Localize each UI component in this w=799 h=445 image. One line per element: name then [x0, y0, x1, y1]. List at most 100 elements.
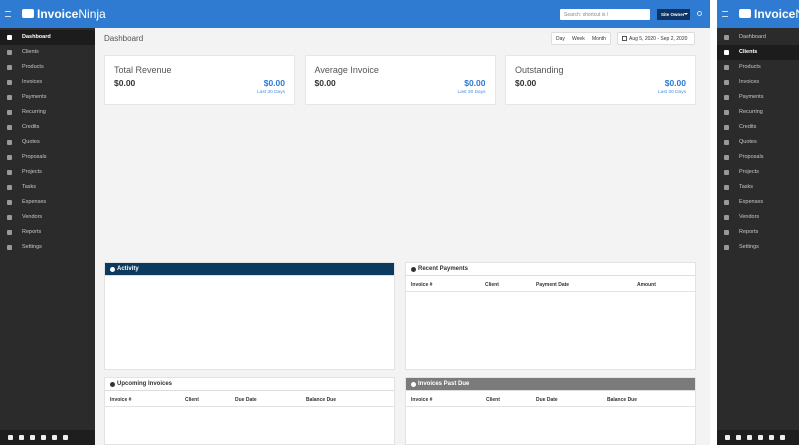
icon	[724, 95, 729, 100]
search-input[interactable]: Search: shortcut is /	[560, 9, 650, 20]
icon	[622, 36, 627, 41]
icon	[724, 155, 729, 160]
icon	[724, 125, 729, 130]
icon	[22, 9, 34, 18]
range-button[interactable]: Day	[556, 36, 565, 42]
column-header: Client	[485, 282, 499, 288]
icon	[7, 110, 12, 115]
icon	[684, 13, 688, 15]
panel-header: Upcoming Invoices	[105, 378, 394, 391]
panel: Upcoming Invoices Invoice # Client Due Date…	[104, 377, 395, 445]
card-period: Last 30 Days	[257, 90, 285, 95]
column-header: Due Date	[235, 397, 257, 403]
icon	[724, 170, 729, 175]
nav-item[interactable]: Payments	[717, 90, 799, 105]
nav-label: Payments	[22, 94, 47, 100]
icon	[7, 125, 12, 130]
icon	[769, 435, 774, 440]
nav-item[interactable]: Clients	[0, 45, 95, 60]
icon	[7, 95, 12, 100]
date-range-button[interactable]: Aug 5, 2020 - Sep 2, 2020	[617, 32, 695, 45]
nav-item[interactable]: Settings	[717, 240, 799, 255]
icon	[724, 65, 729, 70]
nav-item[interactable]: Vendors	[0, 210, 95, 225]
icon	[7, 35, 12, 40]
nav-label: Clients	[22, 49, 39, 55]
nav-item[interactable]: Products	[717, 60, 799, 75]
nav-label: Invoices	[22, 79, 43, 85]
nav-item[interactable]: Projects	[0, 165, 95, 180]
icon	[7, 170, 12, 175]
card-period: Last 30 Days	[457, 90, 486, 95]
nav-item[interactable]: Quotes	[717, 135, 799, 150]
nav-item[interactable]: Invoices	[0, 75, 95, 90]
icon	[724, 230, 729, 235]
card-value-right: $0.00	[464, 78, 486, 88]
nav-item[interactable]: Expenses	[717, 195, 799, 210]
nav-item[interactable]: Expenses	[0, 195, 95, 210]
icon	[724, 80, 729, 85]
nav-item[interactable]: Clients	[717, 45, 799, 60]
icon	[7, 215, 12, 220]
icon	[5, 11, 11, 17]
nav-label: Credits	[739, 124, 757, 130]
nav-label: Quotes	[739, 139, 757, 145]
nav-item[interactable]: Recurring	[717, 105, 799, 120]
nav-item[interactable]: Dashboard	[0, 30, 95, 45]
brand[interactable]: InvoiceNinja	[754, 7, 799, 21]
nav-label: Dashboard	[739, 34, 766, 40]
icon	[8, 435, 13, 440]
icon	[7, 200, 12, 205]
card-value-right: $0.00	[263, 78, 285, 88]
user-menu[interactable]: Site Owner	[657, 9, 690, 20]
nav-item[interactable]: Proposals	[717, 150, 799, 165]
nav-label: Reports	[22, 229, 42, 235]
nav-item[interactable]: Credits	[0, 120, 95, 135]
nav-item[interactable]: Invoices	[717, 75, 799, 90]
panel-title: Activity	[117, 266, 139, 272]
icon	[7, 80, 12, 85]
nav-item[interactable]: Tasks	[0, 180, 95, 195]
nav-item[interactable]: Vendors	[717, 210, 799, 225]
column-header: Invoice #	[110, 397, 132, 403]
nav-item[interactable]: Products	[0, 60, 95, 75]
range-button[interactable]: Week	[572, 36, 585, 42]
icon	[411, 382, 416, 387]
icon	[725, 435, 730, 440]
nav-label: Vendors	[739, 214, 760, 220]
icon	[697, 11, 702, 16]
nav-label: Vendors	[22, 214, 43, 220]
nav-item[interactable]: Payments	[0, 90, 95, 105]
nav-item[interactable]: Recurring	[0, 105, 95, 120]
nav-label: Products	[22, 64, 44, 70]
icon	[30, 435, 35, 440]
column-header: Balance Due	[607, 397, 638, 403]
icon	[411, 267, 416, 272]
nav-item[interactable]: Tasks	[717, 180, 799, 195]
top-bar: InvoiceNinja	[717, 0, 799, 28]
panel-header: Invoices Past Due	[406, 378, 695, 391]
nav-item[interactable]: Dashboard	[717, 30, 799, 45]
nav-item[interactable]: Reports	[717, 225, 799, 240]
range-button[interactable]: Month	[592, 36, 606, 42]
brand[interactable]: InvoiceNinja	[37, 7, 106, 21]
icon	[724, 35, 729, 40]
nav-item[interactable]: Settings	[0, 240, 95, 255]
icon	[7, 50, 12, 55]
icon	[724, 110, 729, 115]
nav-item[interactable]: Quotes	[0, 135, 95, 150]
panel: Invoices Past Due Invoice # Client Due Date…	[405, 377, 696, 445]
column-header: Client	[185, 397, 199, 403]
icon	[52, 435, 57, 440]
column-header: Amount	[637, 282, 656, 288]
nav-item[interactable]: Credits	[717, 120, 799, 135]
icon	[736, 435, 741, 440]
column-header: Balance Due	[306, 397, 337, 403]
nav-item[interactable]: Projects	[717, 165, 799, 180]
panel: Recent Payments Invoice # Client Payment Da…	[405, 262, 696, 370]
nav-item[interactable]: Proposals	[0, 150, 95, 165]
icon	[63, 435, 68, 440]
nav-item[interactable]: Reports	[0, 225, 95, 240]
table-header-line	[406, 406, 695, 407]
